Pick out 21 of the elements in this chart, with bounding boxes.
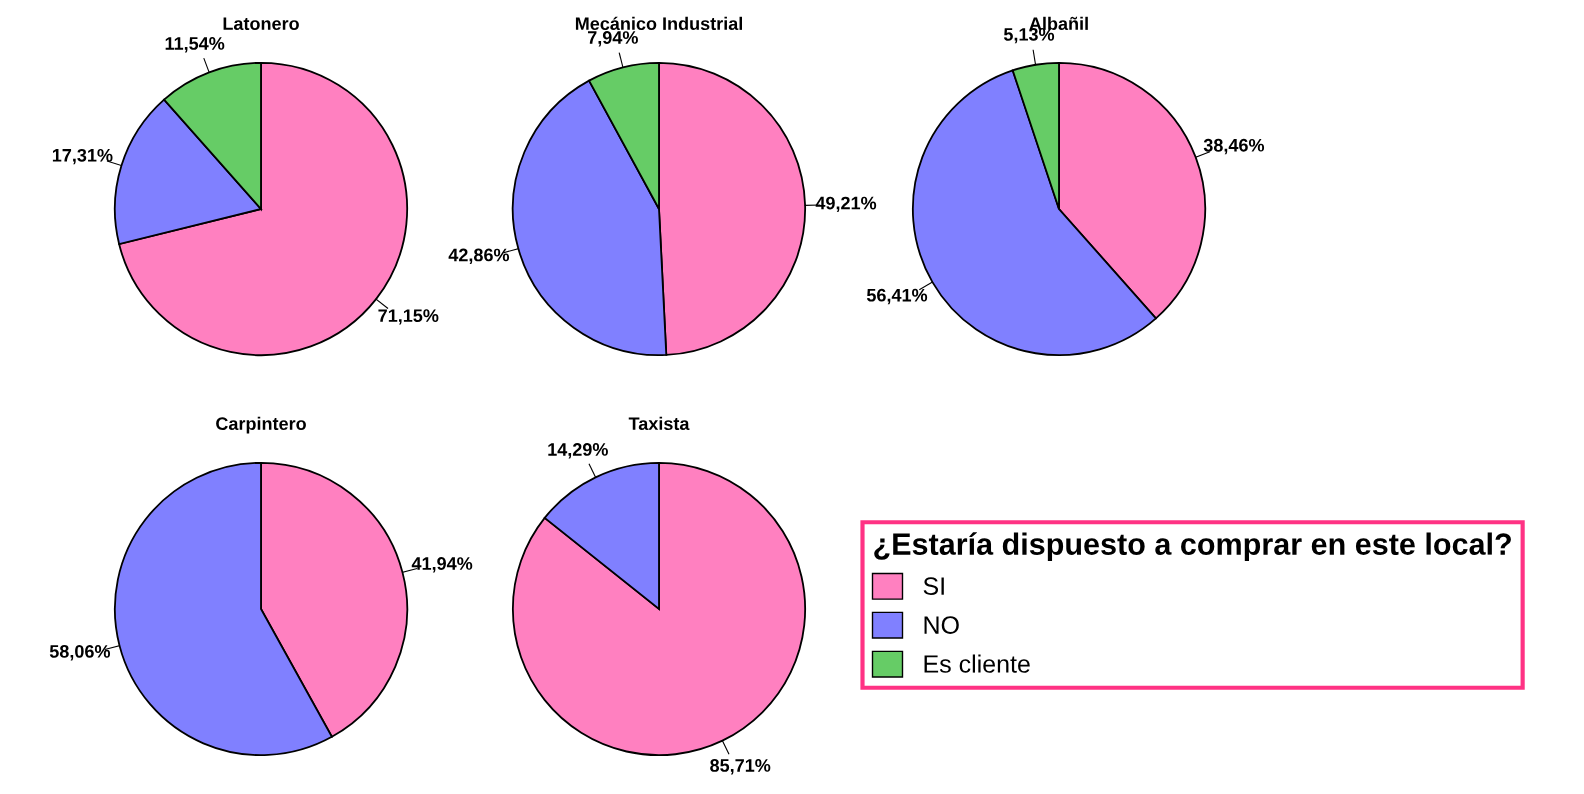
data-label: 11,54%: [165, 37, 225, 53]
data-label: 49,21%: [815, 196, 877, 213]
chart-title: Taxista: [628, 416, 690, 431]
data-label: 14,29%: [548, 443, 608, 459]
chart-title: Mecánico Industrial: [575, 16, 743, 31]
chart-title: Latonero: [223, 17, 299, 31]
chart-title: Carpintero: [216, 416, 306, 434]
data-label: 56,41%: [866, 288, 928, 305]
pie-slice: [511, 461, 807, 757]
legend-label: NO: [924, 616, 959, 634]
data-label: 38,46%: [1203, 138, 1265, 155]
data-label: 58,06%: [49, 645, 111, 661]
legend-title: ¿Estaría dispuesto a comprar en este local?: [874, 532, 1511, 561]
data-label: 85,71%: [710, 759, 771, 775]
data-label: 7,94%: [588, 31, 638, 47]
legend-label: SI: [923, 577, 944, 595]
data-label: 17,31%: [52, 148, 113, 165]
data-label: 71,15%: [378, 309, 439, 325]
data-label: 41,94%: [411, 557, 473, 573]
data-label: 42,86%: [448, 248, 510, 264]
legend-label: Es cliente: [924, 654, 1030, 673]
